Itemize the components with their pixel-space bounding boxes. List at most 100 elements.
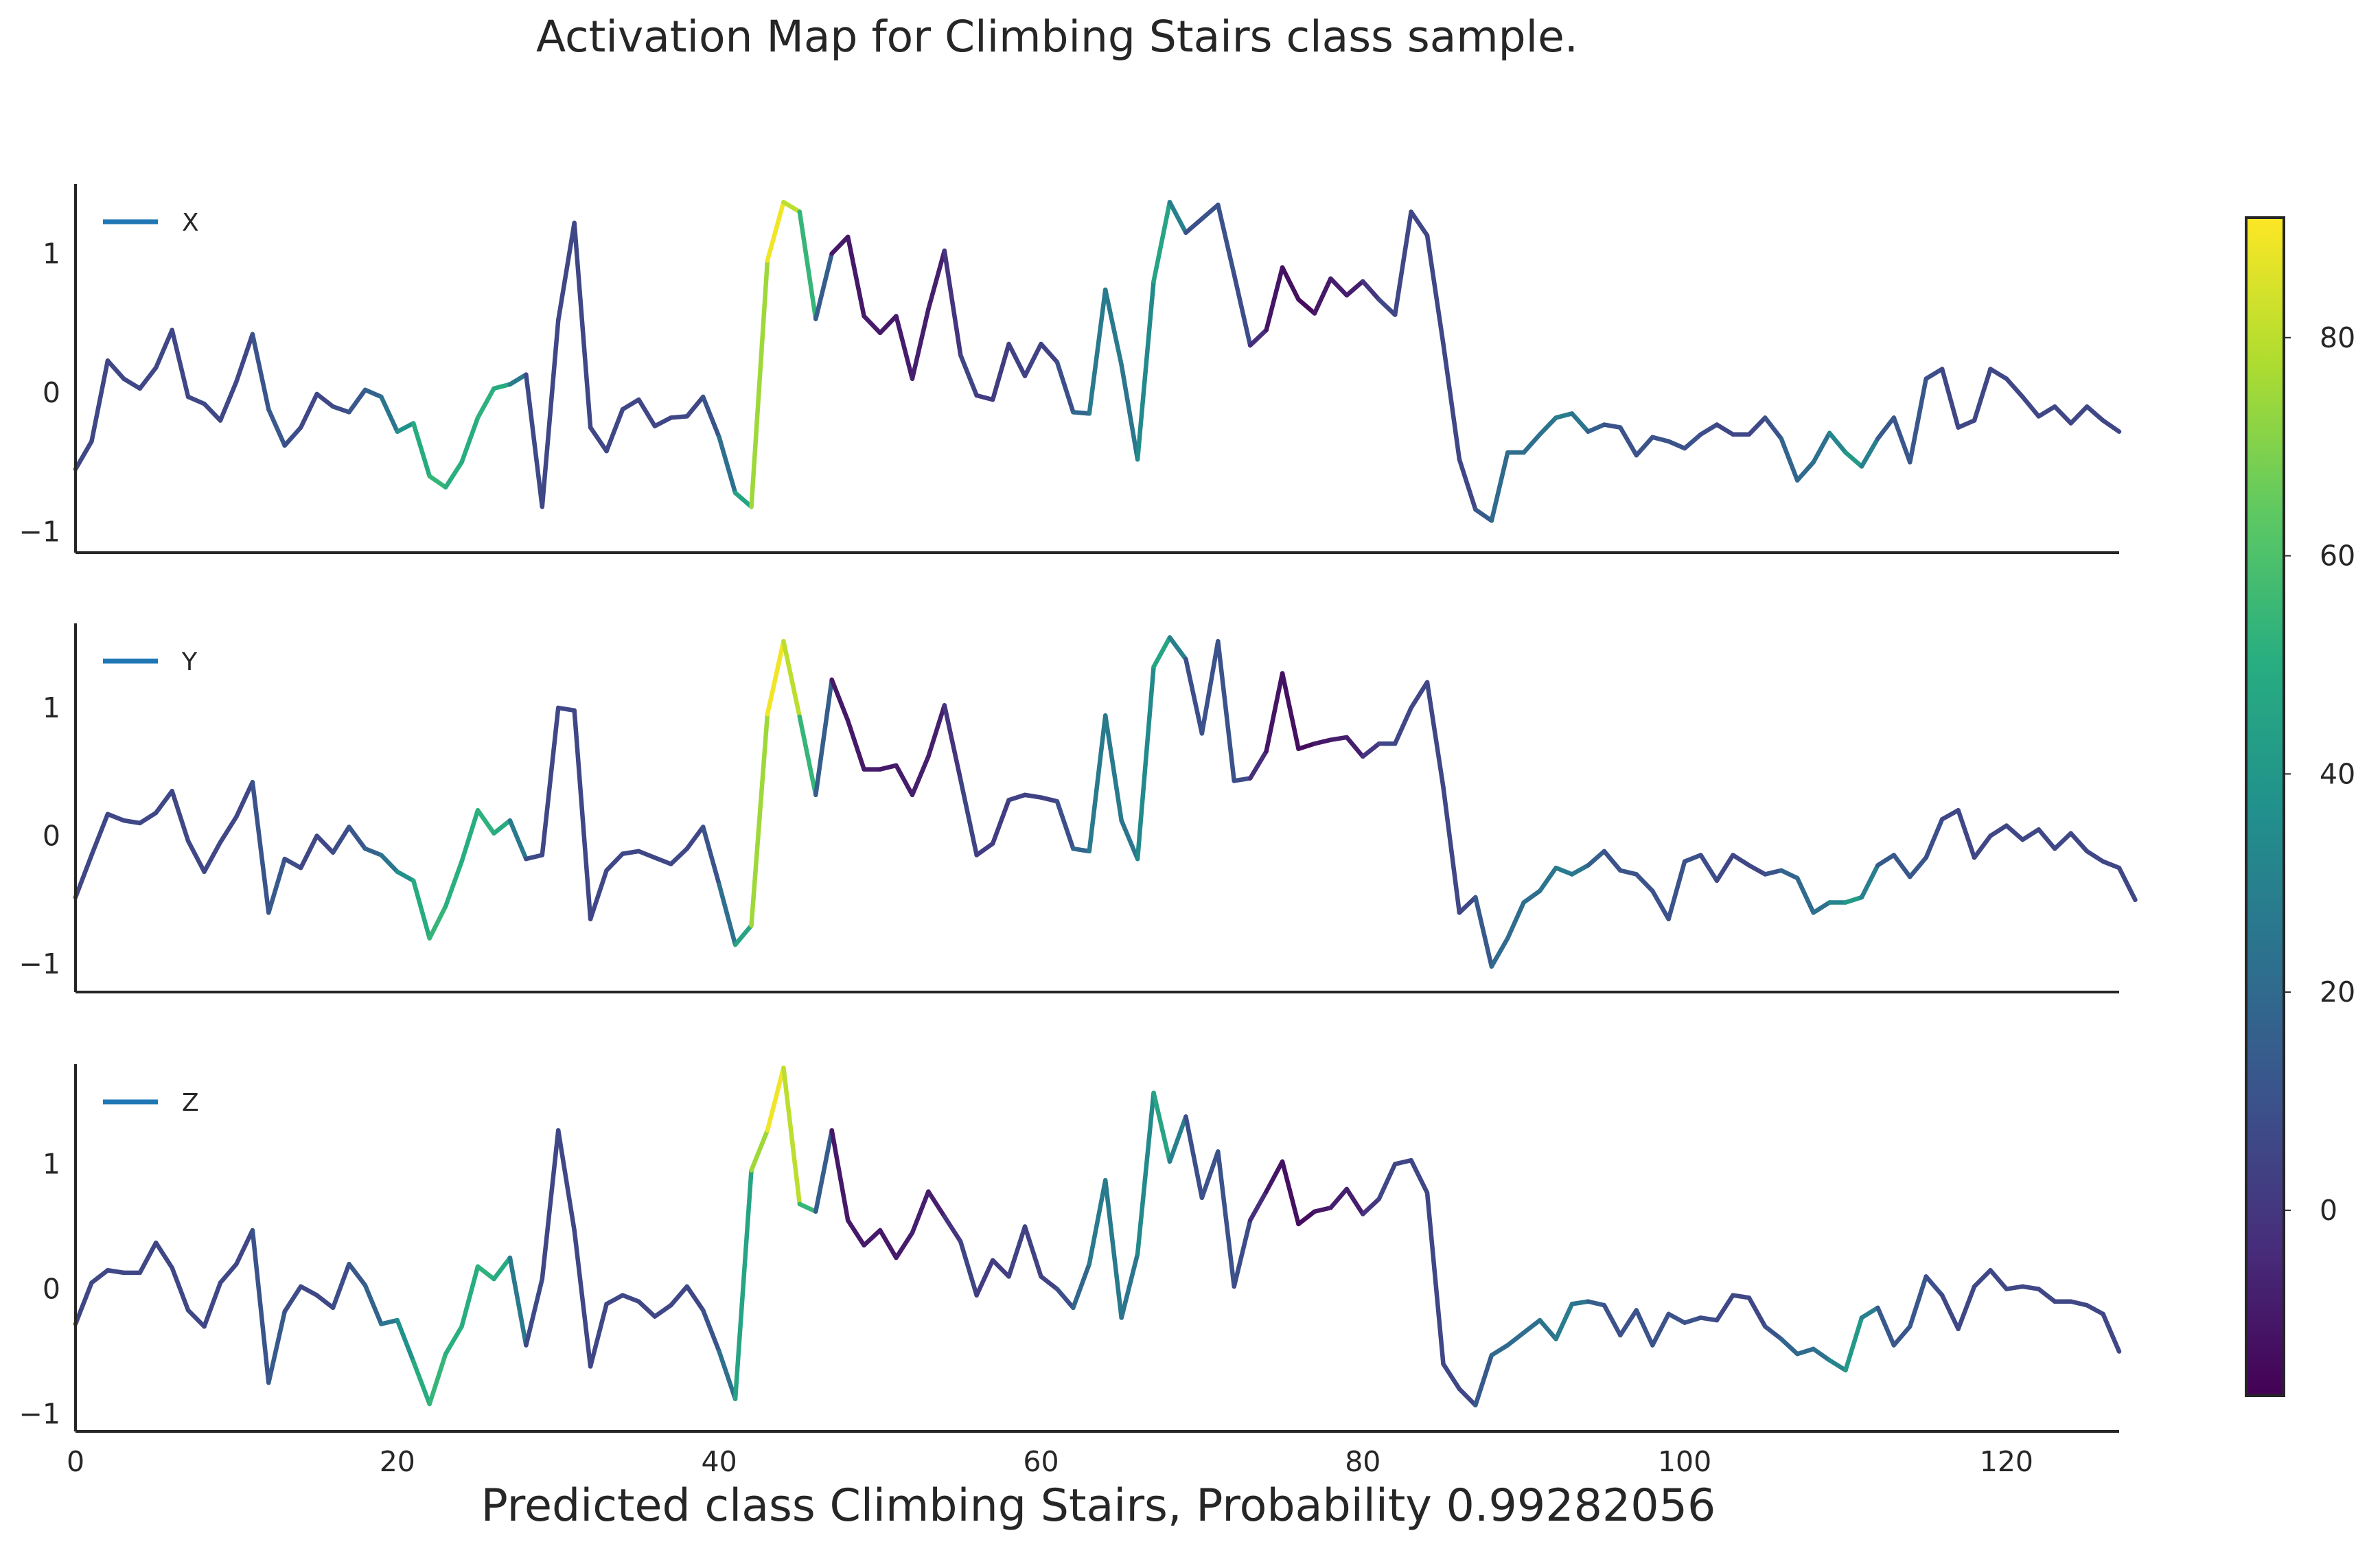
subplot-x: −1 0 1 X <box>19 184 2122 554</box>
line-segment <box>282 425 303 448</box>
line-segment <box>1071 846 1092 854</box>
line-segment <box>845 234 866 319</box>
line-segment <box>443 460 464 490</box>
line-segment <box>1972 1268 1993 1289</box>
line-segment <box>1247 1189 1269 1223</box>
line-segment <box>1457 895 1478 915</box>
line-segment <box>1457 1386 1478 1408</box>
line-segment <box>1794 875 1816 915</box>
legend: Z <box>103 1089 199 1117</box>
line-segment <box>1939 807 1961 822</box>
line-segment <box>1119 818 1140 862</box>
line-segment <box>362 846 384 857</box>
line-segment <box>942 249 963 358</box>
line-segment <box>1634 435 1655 458</box>
y-tick-label: 1 <box>43 237 60 270</box>
line-segment <box>1569 1299 1591 1306</box>
line-segment <box>1923 367 1945 381</box>
line-segment <box>1039 1274 1060 1291</box>
line-segment <box>732 923 754 947</box>
line-segment <box>443 1324 464 1357</box>
line-segment <box>1682 853 1703 864</box>
line-segment <box>153 789 174 816</box>
legend-label: X <box>182 209 199 237</box>
line-segment <box>443 859 464 909</box>
line-segment <box>105 811 126 823</box>
line-segment <box>669 1284 690 1308</box>
line-segment <box>234 1228 255 1267</box>
line-segment <box>1264 1159 1285 1194</box>
line-segment <box>234 332 255 384</box>
line-segment <box>1022 1224 1043 1279</box>
line-segment <box>524 853 545 862</box>
line-segment <box>958 777 979 857</box>
legend: Y <box>103 648 198 676</box>
line-segment <box>1135 665 1156 862</box>
line-segment <box>1392 209 1413 317</box>
line-segment <box>717 882 738 947</box>
x-tick-label: 120 <box>1980 1445 2033 1478</box>
line-segment <box>1409 680 1430 711</box>
line-segment <box>1199 638 1221 736</box>
line-segment <box>1441 341 1462 462</box>
line-segment <box>1280 265 1301 302</box>
chart-title: Activation Map for Climbing Stairs class… <box>536 12 1578 62</box>
line-segment <box>105 358 126 381</box>
line-segment <box>1376 1162 1398 1201</box>
x-tick-label: 20 <box>380 1445 415 1478</box>
line-segment <box>1618 868 1639 877</box>
line-segment <box>379 1317 400 1326</box>
line-segment <box>669 414 690 420</box>
line-segment <box>1135 1090 1156 1256</box>
line-segment <box>105 1268 126 1276</box>
line-segment <box>122 376 143 391</box>
line-segment <box>910 307 931 381</box>
line-segment <box>1344 735 1365 759</box>
line-segment <box>1392 705 1413 746</box>
line-segment <box>1489 936 1510 969</box>
line-segment <box>122 818 143 826</box>
line-segment <box>2084 1302 2105 1317</box>
line-segment <box>1714 422 1735 437</box>
line-segment <box>620 849 641 856</box>
line-segment <box>1602 849 1623 873</box>
line-segment <box>1811 1346 1832 1363</box>
subplot-y: −1 0 1 Y <box>19 623 2138 993</box>
line-segment <box>894 1230 915 1260</box>
line-segment <box>1151 200 1172 284</box>
line-segment <box>1232 1218 1253 1289</box>
line-segment <box>1247 327 1269 348</box>
line-segment <box>1489 1343 1510 1358</box>
line-segment <box>1087 713 1108 854</box>
line-segment <box>475 1264 496 1282</box>
line-segment <box>218 1261 239 1285</box>
line-segment <box>1441 785 1462 915</box>
line-segment <box>1634 1308 1655 1348</box>
line-segment <box>620 1293 641 1304</box>
line-segment <box>1473 895 1494 969</box>
line-segment <box>1602 422 1623 430</box>
line-segment <box>1650 435 1671 444</box>
line-segment <box>813 677 834 798</box>
line-segment <box>1553 1302 1575 1341</box>
line-segment <box>1216 1149 1236 1289</box>
line-segment <box>926 249 947 312</box>
line-segment <box>1199 203 1221 221</box>
line-segment <box>1071 1261 1092 1311</box>
line-segment <box>684 394 706 419</box>
line-segment <box>137 365 159 391</box>
line-segment <box>266 1309 287 1385</box>
line-segment <box>2084 849 2105 864</box>
y-tick-label: 1 <box>43 691 60 724</box>
line-segment <box>652 1302 673 1319</box>
line-segment <box>379 853 400 874</box>
line-segment <box>1602 1302 1623 1338</box>
line-segment <box>604 407 625 454</box>
line-segment <box>1247 749 1269 781</box>
line-segment <box>2101 1311 2122 1354</box>
line-segment <box>202 840 223 874</box>
line-segment <box>1569 863 1591 877</box>
line-segment <box>1779 1337 1800 1357</box>
line-segment <box>1216 203 1236 277</box>
line-segment <box>684 1284 706 1313</box>
